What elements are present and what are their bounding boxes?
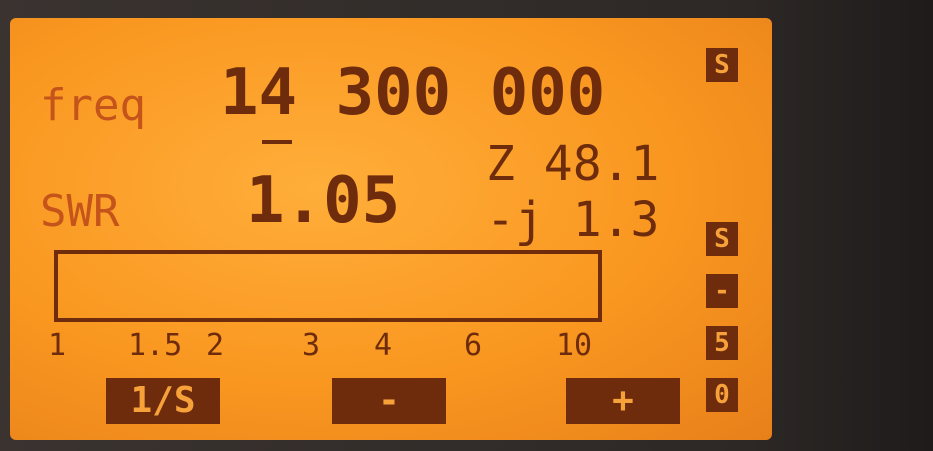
freq-label: freq [40,80,146,131]
swr-label: SWR [40,186,119,237]
swr-value: 1.05 [246,164,400,238]
softkey-button[interactable]: 1/S [106,378,220,424]
scale-label: 1 [48,328,66,363]
scale-label: 1.5 [128,328,182,363]
scale-label: 4 [374,328,392,363]
side-indicator: 0 [706,378,738,412]
frequency: 14 300 000 [220,56,605,130]
impedance-real: Z 48.1 [486,136,659,192]
scale-label: 2 [206,328,224,363]
scale-label: 6 [464,328,482,363]
side-indicator: S [706,222,738,256]
cursor [262,140,292,144]
lcd-screen: freq 14 300 000 SWR 1.05 Z 48.1 -j 1.3 S… [10,18,772,440]
scale-label: 10 [556,328,592,363]
softkey-button[interactable]: + [566,378,680,424]
device-frame: freq 14 300 000 SWR 1.05 Z 48.1 -j 1.3 S… [0,0,933,451]
side-indicator: 5 [706,326,738,360]
impedance-imag: -j 1.3 [486,192,659,248]
swr-bar [54,250,602,322]
side-indicator: - [706,274,738,308]
scale-label: 3 [302,328,320,363]
softkey-button[interactable]: - [332,378,446,424]
side-indicator: S [706,48,738,82]
